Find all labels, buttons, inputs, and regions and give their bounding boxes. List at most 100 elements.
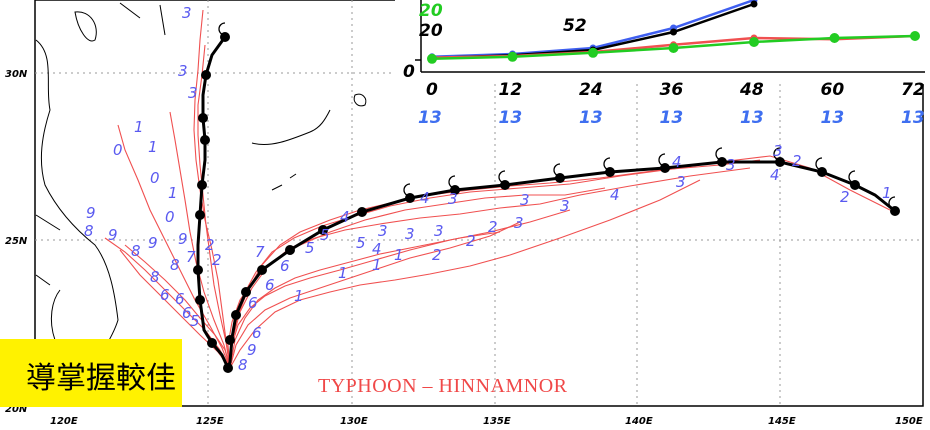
inset-series-point bbox=[427, 53, 437, 64]
svg-text:6: 6 bbox=[160, 286, 170, 304]
svg-text:8: 8 bbox=[170, 256, 180, 274]
inset-series-point bbox=[670, 28, 677, 36]
svg-text:8: 8 bbox=[150, 268, 160, 286]
x-tick-label: 60 bbox=[820, 80, 845, 100]
caption-text: 導掌握較佳 bbox=[26, 361, 176, 396]
lon-label: 125E bbox=[196, 416, 224, 427]
svg-text:3: 3 bbox=[182, 4, 192, 22]
inset-error-chart: 20 20 52 0 0 12 24 36 48 60 72 13 13 13 13 13 13 13 bbox=[395, 0, 930, 140]
y-tick-label: 0 bbox=[403, 62, 415, 82]
svg-text:2: 2 bbox=[212, 251, 222, 269]
svg-text:9: 9 bbox=[108, 226, 118, 244]
svg-text:9: 9 bbox=[86, 204, 96, 222]
svg-text:2: 2 bbox=[840, 188, 850, 206]
svg-text:1: 1 bbox=[394, 246, 404, 264]
svg-text:8: 8 bbox=[238, 356, 248, 374]
svg-text:4: 4 bbox=[770, 166, 780, 184]
svg-text:6: 6 bbox=[175, 290, 185, 308]
x-tick-label: 72 bbox=[901, 80, 925, 100]
member-count-label: 13 bbox=[498, 108, 523, 128]
svg-text:0: 0 bbox=[165, 208, 175, 226]
x-tick-label: 36 bbox=[659, 80, 684, 100]
svg-text:4: 4 bbox=[372, 240, 382, 258]
svg-text:6: 6 bbox=[265, 276, 275, 294]
svg-text:8: 8 bbox=[84, 222, 94, 240]
legend-value: 20 bbox=[419, 1, 443, 21]
svg-text:1: 1 bbox=[168, 184, 178, 202]
x-tick-label: 48 bbox=[740, 80, 764, 100]
legend-value: 52 bbox=[563, 16, 587, 36]
svg-text:5: 5 bbox=[320, 226, 330, 244]
inset-series-point bbox=[749, 37, 759, 47]
svg-text:9: 9 bbox=[148, 234, 158, 252]
inset-series-point bbox=[829, 33, 840, 43]
map-title: TYPHOON – HINNAMNOR bbox=[318, 375, 568, 397]
member-count-label: 13 bbox=[579, 108, 603, 128]
member-count-label: 13 bbox=[820, 108, 845, 128]
svg-text:0: 0 bbox=[113, 141, 123, 159]
lat-label: 20N bbox=[5, 404, 28, 415]
svg-text:3: 3 bbox=[434, 222, 444, 240]
x-tick-label: 24 bbox=[579, 80, 603, 100]
svg-text:2: 2 bbox=[205, 236, 215, 254]
x-tick-label: 12 bbox=[498, 80, 523, 100]
svg-text:4: 4 bbox=[420, 189, 430, 207]
lon-label: 120E bbox=[50, 416, 78, 427]
lat-label: 25N bbox=[5, 236, 28, 247]
svg-text:7: 7 bbox=[255, 243, 265, 261]
svg-text:3: 3 bbox=[448, 190, 458, 208]
svg-text:3: 3 bbox=[726, 156, 736, 174]
svg-text:3: 3 bbox=[520, 191, 530, 209]
svg-text:1: 1 bbox=[372, 256, 382, 274]
map-frame bbox=[34, 0, 924, 407]
inset-series-point bbox=[507, 51, 518, 62]
lon-label: 135E bbox=[483, 416, 511, 427]
svg-text:3: 3 bbox=[773, 142, 783, 160]
best-track bbox=[193, 22, 900, 373]
svg-text:4: 4 bbox=[610, 186, 620, 204]
svg-text:3: 3 bbox=[560, 197, 570, 215]
svg-text:6: 6 bbox=[248, 294, 258, 312]
svg-text:6: 6 bbox=[252, 324, 262, 342]
inset-series-group bbox=[427, 0, 920, 64]
svg-text:1: 1 bbox=[294, 287, 304, 305]
svg-text:3: 3 bbox=[178, 62, 188, 80]
svg-text:5: 5 bbox=[305, 239, 315, 257]
x-tick-label: 0 bbox=[426, 80, 438, 100]
svg-text:2: 2 bbox=[466, 232, 476, 250]
lon-label: 140E bbox=[625, 416, 653, 427]
inset-series-point bbox=[750, 0, 758, 8]
svg-text:8: 8 bbox=[131, 242, 141, 260]
svg-text:1: 1 bbox=[882, 184, 892, 202]
svg-text:1: 1 bbox=[134, 118, 144, 136]
svg-text:9: 9 bbox=[178, 230, 188, 248]
member-count-label: 13 bbox=[418, 108, 442, 128]
svg-text:3: 3 bbox=[676, 173, 686, 191]
member-count-label: 13 bbox=[740, 108, 764, 128]
member-count-label: 13 bbox=[901, 108, 925, 128]
svg-text:5: 5 bbox=[356, 234, 366, 252]
inset-series-point bbox=[668, 43, 679, 53]
svg-text:2: 2 bbox=[488, 218, 498, 236]
member-count-label: 13 bbox=[659, 108, 684, 128]
svg-text:3: 3 bbox=[378, 222, 388, 240]
longitude-labels: 120E 125E 130E 135E 140E 145E 150E bbox=[50, 416, 923, 427]
svg-text:7: 7 bbox=[186, 248, 196, 266]
latitude-labels: 30N 25N 20N bbox=[5, 69, 28, 415]
legend-value: 20 bbox=[419, 21, 443, 41]
lat-label: 30N bbox=[5, 69, 28, 80]
svg-text:9: 9 bbox=[247, 341, 257, 359]
svg-text:4: 4 bbox=[340, 208, 350, 226]
svg-text:2: 2 bbox=[792, 152, 802, 170]
svg-text:6: 6 bbox=[182, 304, 192, 322]
svg-text:3: 3 bbox=[188, 84, 198, 102]
svg-text:6: 6 bbox=[280, 257, 290, 275]
svg-text:0: 0 bbox=[150, 169, 160, 187]
svg-text:2: 2 bbox=[432, 246, 442, 264]
svg-text:4: 4 bbox=[672, 153, 682, 171]
caption-banner: 導掌握較佳 bbox=[0, 339, 182, 407]
svg-text:1: 1 bbox=[338, 264, 348, 282]
svg-text:3: 3 bbox=[405, 225, 415, 243]
